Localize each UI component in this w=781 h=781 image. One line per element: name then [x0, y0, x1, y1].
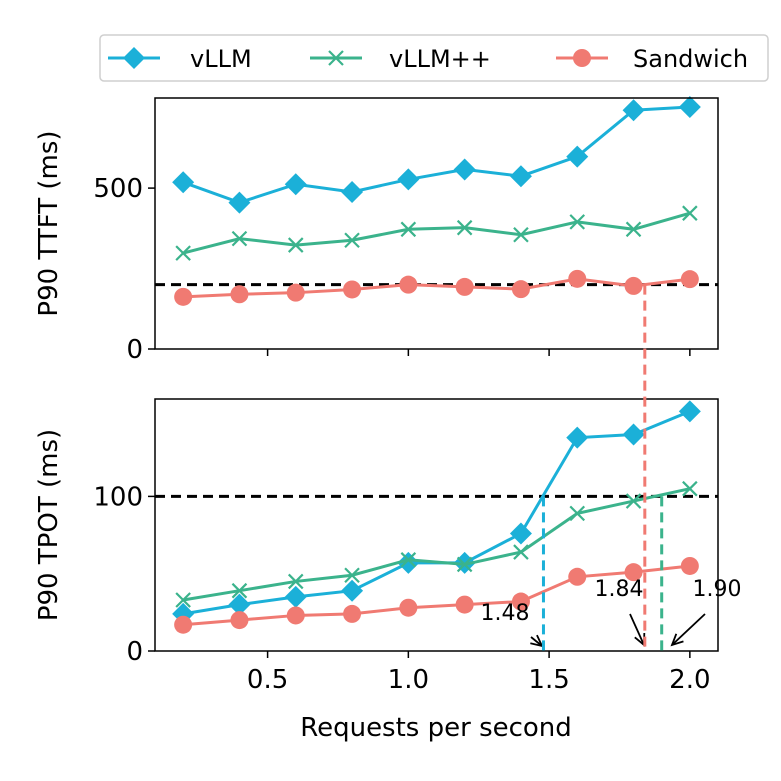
ttft-point-vllm — [397, 168, 420, 191]
tpot-plot-area: 0 100 0.5 1.0 1.5 2.0 1.48 1.84 1.90 — [93, 400, 741, 695]
tpot-point-vllm — [509, 522, 532, 545]
ttft-y-tick-label: 500 — [93, 174, 143, 204]
annotation-arrow-vllm — [530, 636, 543, 647]
tpot-panel: 0 100 0.5 1.0 1.5 2.0 1.48 1.84 1.90 P90 TPOT (m… — [34, 398, 741, 743]
tpot-point-vllmpp — [569, 505, 586, 522]
ttft-series-line-vllmpp — [182, 211, 691, 255]
legend-entry-vllmpp: vLLM++ — [310, 45, 491, 73]
annotation-arrow-vllmpp — [671, 613, 706, 646]
tpot-point-vllm — [341, 579, 364, 602]
legend-entry-vllm: vLLM — [108, 45, 252, 73]
ttft-point-vllm — [622, 99, 645, 122]
legend-label-sandwich: Sandwich — [633, 45, 748, 73]
tpot-point-vllmpp — [400, 552, 417, 568]
ttft-point-vllmpp — [625, 221, 642, 238]
ttft-y-axis-label: P90 TTFT (ms) — [34, 130, 64, 316]
ttft-point-sandwich — [399, 275, 418, 294]
ttft-point-vllm — [453, 158, 476, 181]
x-axis-label: Requests per second — [300, 713, 572, 743]
ttft-point-vllm — [228, 191, 251, 214]
tpot-x-tick-label: 0.5 — [247, 665, 288, 695]
tpot-point-sandwich — [624, 563, 643, 582]
annotation-sandwich: 1.84 — [595, 577, 644, 602]
tpot-point-sandwich — [286, 606, 305, 625]
ttft-point-sandwich — [286, 283, 305, 302]
ttft-point-vllmpp — [513, 226, 529, 243]
tpot-series-line-sandwich — [183, 564, 691, 627]
tpot-point-vllm — [284, 585, 307, 608]
ttft-y-tick-label: 0 — [126, 335, 143, 365]
tpot-point-vllmpp — [513, 544, 529, 560]
tpot-axes-frame — [154, 398, 719, 652]
tpot-point-sandwich — [680, 556, 699, 575]
ttft-point-vllmpp — [175, 245, 191, 261]
tpot-point-sandwich — [343, 604, 362, 623]
ttft-plot-area: 0 500 — [93, 96, 718, 365]
ttft-point-vllm — [678, 96, 701, 119]
annotation-vllmpp: 1.90 — [693, 577, 742, 602]
tpot-y-tick-label: 100 — [93, 482, 143, 512]
legend-frame — [99, 34, 769, 82]
tpot-y-tick-label: 0 — [126, 637, 143, 667]
tpot-point-sandwich — [174, 615, 193, 634]
annotation-vllm: 1.48 — [481, 601, 530, 626]
tpot-x-tick-label: 2.0 — [669, 665, 710, 695]
tpot-point-vllm — [566, 426, 589, 449]
ttft-point-sandwich — [680, 270, 699, 289]
ttft-point-vllmpp — [569, 214, 586, 230]
tpot-x-tick-label: 1.0 — [388, 665, 429, 695]
tpot-point-vllmpp — [287, 573, 304, 590]
ttft-point-sandwich — [624, 276, 643, 295]
ttft-point-vllm — [172, 171, 195, 194]
ttft-point-vllmpp — [287, 237, 304, 253]
legend-marker-vllm — [123, 47, 145, 69]
tpot-series-line-vllmpp — [182, 487, 691, 602]
legend-label-vllmpp: vLLM++ — [389, 45, 491, 73]
tpot-point-vllm — [397, 551, 420, 574]
tpot-point-vllm — [622, 423, 645, 446]
ttft-point-vllmpp — [682, 205, 698, 221]
ttft-series-line-vllm — [182, 105, 690, 205]
ttft-axes-frame — [154, 97, 719, 350]
tpot-point-vllmpp — [344, 567, 360, 584]
tpot-point-vllmpp — [456, 556, 473, 573]
tpot-x-tick-label: 1.5 — [528, 665, 569, 695]
ttft-point-vllm — [566, 145, 589, 168]
legend-entry-sandwich: Sandwich — [556, 45, 748, 73]
tpot-point-sandwich — [455, 595, 474, 614]
ttft-point-vllm — [509, 165, 532, 188]
tpot-point-sandwich — [511, 592, 530, 611]
tpot-point-sandwich — [230, 611, 249, 630]
tpot-point-vllmpp — [231, 582, 248, 599]
ttft-point-vllmpp — [344, 232, 360, 249]
tpot-point-vllmpp — [682, 480, 698, 497]
tpot-point-vllm — [228, 593, 251, 616]
ttft-panel: 0 500 P90 TTFT (ms) — [34, 96, 719, 365]
ttft-point-vllm — [284, 173, 307, 196]
ttft-point-sandwich — [511, 280, 530, 299]
ttft-point-vllmpp — [400, 221, 417, 238]
tpot-point-vllmpp — [625, 493, 642, 509]
ttft-point-sandwich — [174, 287, 193, 306]
ttft-point-sandwich — [568, 269, 587, 288]
ttft-point-sandwich — [455, 277, 474, 296]
tpot-point-sandwich — [568, 567, 587, 586]
annotation-arrowhead-vllmpp — [670, 633, 684, 647]
ttft-point-vllmpp — [456, 219, 473, 236]
legend: vLLM vLLM++ Sandwich — [99, 34, 769, 82]
tpot-y-axis-label: P90 TPOT (ms) — [34, 429, 64, 621]
legend-label-vllm: vLLM — [190, 45, 252, 73]
annotation-arrow-sandwich — [629, 613, 645, 646]
legend-marker-vllmpp — [328, 50, 344, 66]
tpot-point-vllmpp — [175, 592, 191, 608]
tpot-point-vllm — [678, 400, 701, 423]
ttft-point-vllm — [341, 180, 364, 203]
ttft-point-sandwich — [343, 280, 362, 299]
ttft-point-vllmpp — [231, 230, 248, 247]
ttft-series-line-sandwich — [183, 277, 691, 299]
legend-marker-sandwich — [573, 49, 591, 67]
tpot-point-sandwich — [399, 598, 418, 617]
ttft-point-sandwich — [230, 285, 249, 304]
